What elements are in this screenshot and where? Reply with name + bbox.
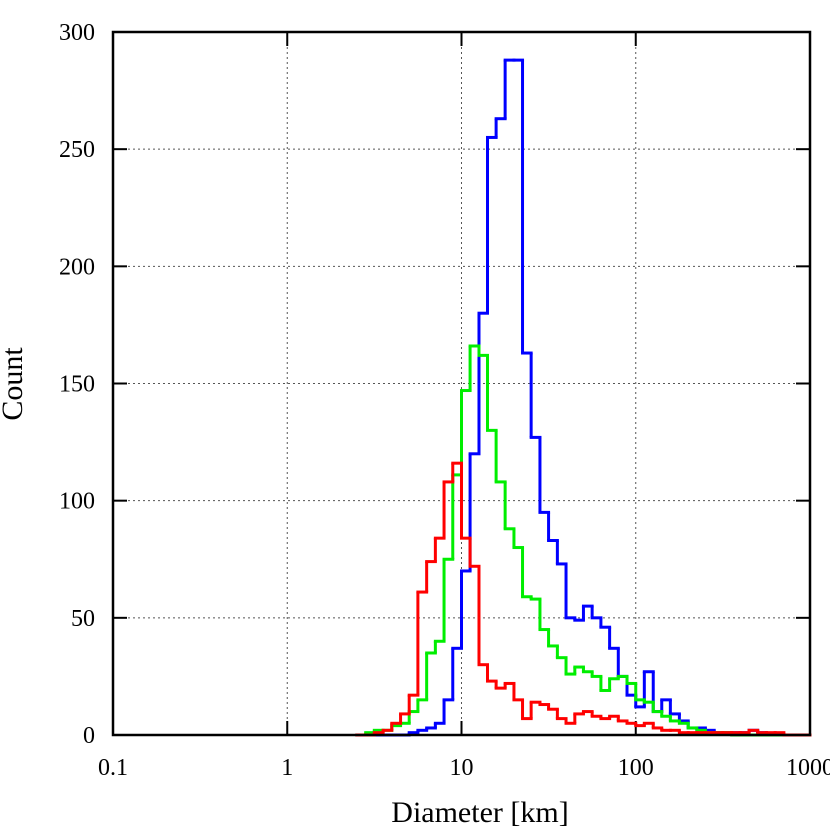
- y-tick-label: 0: [83, 723, 95, 749]
- y-axis-label: Count: [0, 347, 29, 421]
- x-tick-label: 100: [618, 755, 654, 781]
- y-tick-label: 250: [59, 137, 95, 163]
- x-tick-label: 0.1: [98, 755, 128, 781]
- y-tick-label: 100: [59, 489, 95, 515]
- x-tick-label: 1000: [786, 755, 830, 781]
- plot-frame: [111, 30, 812, 737]
- y-tick-label: 150: [59, 372, 95, 398]
- y-tick-label: 200: [59, 254, 95, 280]
- x-tick-label: 1: [281, 755, 293, 781]
- x-axis-label: Diameter [km]: [391, 796, 568, 829]
- y-tick-label: 300: [59, 20, 95, 46]
- x-tick-label: 10: [450, 755, 474, 781]
- y-tick-label: 50: [71, 606, 95, 632]
